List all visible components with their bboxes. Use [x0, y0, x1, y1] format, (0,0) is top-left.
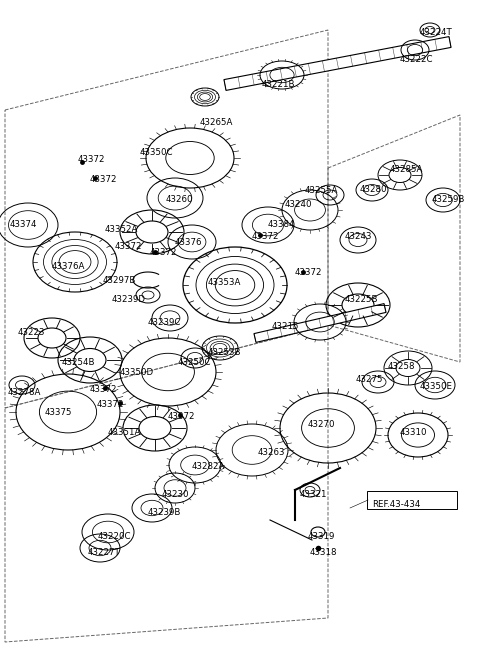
Text: 43372: 43372 [97, 400, 124, 409]
Text: 43255A: 43255A [305, 186, 338, 195]
Text: 43372: 43372 [168, 412, 195, 421]
Text: 43374: 43374 [10, 220, 37, 229]
Text: 43375: 43375 [45, 408, 72, 417]
Text: 43350E: 43350E [420, 382, 453, 391]
Text: 43224T: 43224T [420, 28, 453, 37]
Text: 43260: 43260 [166, 195, 193, 204]
Text: 43372: 43372 [295, 268, 323, 277]
Text: 43372: 43372 [90, 385, 118, 394]
Text: 43259B: 43259B [432, 195, 466, 204]
Text: 43372: 43372 [115, 242, 143, 251]
Text: 43372: 43372 [90, 175, 118, 184]
Text: 43225B: 43225B [345, 295, 379, 304]
Text: 43310: 43310 [400, 428, 428, 437]
Text: 43318: 43318 [310, 548, 337, 557]
Text: 43350D: 43350D [120, 368, 154, 377]
Text: 43230: 43230 [162, 490, 190, 499]
Text: 43253B: 43253B [208, 348, 241, 357]
Text: 43351A: 43351A [108, 428, 142, 437]
Text: 43350C: 43350C [140, 148, 173, 157]
Text: 43215: 43215 [272, 322, 300, 331]
Text: 43285A: 43285A [390, 165, 423, 174]
Text: 43258: 43258 [388, 362, 416, 371]
Text: 43372: 43372 [252, 232, 279, 241]
Text: 43265A: 43265A [200, 118, 233, 127]
Text: 43243: 43243 [345, 232, 372, 241]
Polygon shape [224, 37, 451, 90]
Text: 43384: 43384 [268, 220, 296, 229]
Text: 43221B: 43221B [262, 80, 296, 89]
Text: 43263: 43263 [258, 448, 286, 457]
Text: 43297B: 43297B [103, 276, 136, 285]
Text: 43239C: 43239C [148, 318, 181, 327]
Text: 43254B: 43254B [62, 358, 96, 367]
Text: 43240: 43240 [285, 200, 312, 209]
Text: 43352A: 43352A [105, 225, 138, 234]
Text: REF.43-434: REF.43-434 [372, 500, 420, 509]
Text: 43270: 43270 [308, 420, 336, 429]
Text: 43372: 43372 [150, 248, 178, 257]
Text: 43222C: 43222C [400, 55, 433, 64]
Polygon shape [254, 304, 386, 343]
Text: 43282A: 43282A [192, 462, 226, 471]
Text: 43223: 43223 [18, 328, 46, 337]
Text: 43321: 43321 [300, 490, 327, 499]
Text: 43280: 43280 [360, 185, 387, 194]
Text: 43353A: 43353A [208, 278, 241, 287]
Text: 43376A: 43376A [52, 262, 85, 271]
Text: 43372: 43372 [78, 155, 106, 164]
Text: 43376: 43376 [175, 238, 203, 247]
Text: 43319: 43319 [308, 532, 336, 541]
Text: 43227T: 43227T [88, 548, 121, 557]
Text: 43278A: 43278A [8, 388, 41, 397]
Text: 43250C: 43250C [178, 358, 212, 367]
Text: 43239D: 43239D [112, 295, 146, 304]
Text: 43239B: 43239B [148, 508, 181, 517]
Text: 43220C: 43220C [98, 532, 132, 541]
Text: 43275: 43275 [356, 375, 384, 384]
